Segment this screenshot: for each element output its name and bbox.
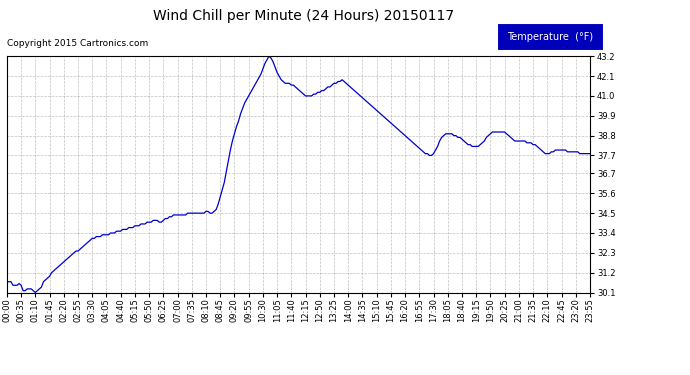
Text: Copyright 2015 Cartronics.com: Copyright 2015 Cartronics.com bbox=[7, 39, 148, 48]
Text: Wind Chill per Minute (24 Hours) 20150117: Wind Chill per Minute (24 Hours) 2015011… bbox=[153, 9, 454, 23]
Text: Temperature  (°F): Temperature (°F) bbox=[507, 32, 593, 42]
